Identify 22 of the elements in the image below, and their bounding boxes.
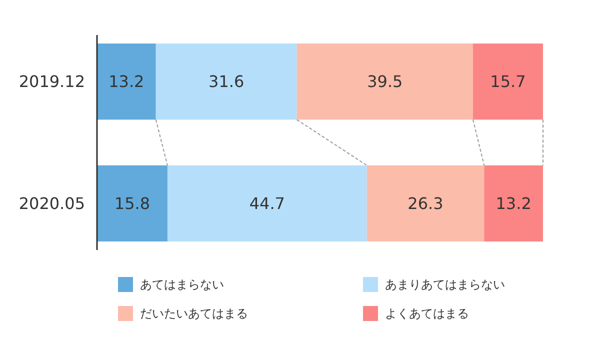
- legend-label: あてはまらない: [140, 278, 224, 292]
- data-label: 44.7: [249, 194, 285, 214]
- legend-label: だいたいあてはまる: [140, 306, 248, 321]
- data-label: 13.2: [496, 194, 532, 214]
- bar: [156, 44, 297, 120]
- data-label: 31.6: [208, 72, 244, 92]
- data-label: 26.3: [408, 194, 444, 214]
- bar: [296, 44, 473, 120]
- legend-label: よくあてはまる: [385, 306, 469, 321]
- bar: [97, 165, 168, 242]
- bar: [97, 44, 156, 120]
- y-tick-label: 2019.12: [18, 72, 85, 92]
- y-tick-label: 2020.05: [18, 194, 85, 214]
- data-label: 15.8: [114, 194, 150, 214]
- data-label: 13.2: [108, 72, 144, 92]
- bar: [472, 44, 543, 120]
- data-label: 39.5: [367, 72, 403, 92]
- legend-label: あまりあてはまらない: [385, 278, 505, 292]
- bar: [366, 165, 484, 242]
- bar: [167, 165, 367, 242]
- bar: [484, 165, 543, 242]
- data-label: 15.7: [490, 72, 526, 92]
